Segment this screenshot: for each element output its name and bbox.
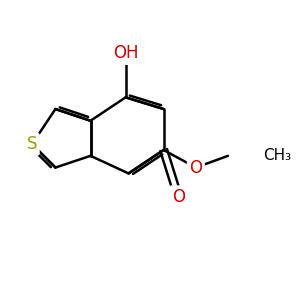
Text: O: O <box>189 158 202 176</box>
Text: CH₃: CH₃ <box>263 148 291 163</box>
Text: S: S <box>27 135 37 153</box>
Text: O: O <box>172 188 185 206</box>
Text: OH: OH <box>113 44 138 62</box>
